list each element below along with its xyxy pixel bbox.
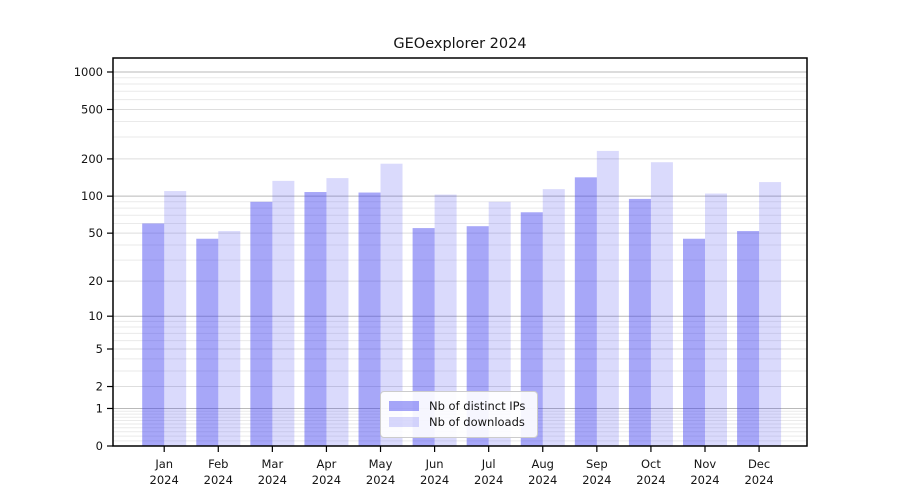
x-tick-year-label-may: 2024 <box>366 473 395 487</box>
bar-aug-distinct-ips <box>520 212 543 446</box>
bar-mar-distinct-ips <box>250 201 273 446</box>
legend-swatch-downloads <box>389 417 419 427</box>
legend-label-distinct-ips: Nb of distinct IPs <box>429 399 526 413</box>
x-tick-label-aug: Aug <box>532 457 554 471</box>
x-tick-year-label-jun: 2024 <box>420 473 449 487</box>
legend-swatch-distinct-ips <box>389 401 419 411</box>
x-tick-year-label-oct: 2024 <box>636 473 665 487</box>
bar-may-downloads <box>380 163 403 446</box>
plot-spines <box>112 57 808 447</box>
x-tick-year-label-jan: 2024 <box>150 473 179 487</box>
y-tick-label-100: 100 <box>81 189 103 203</box>
bar-sep-distinct-ips <box>574 177 597 447</box>
chart-title: GEOexplorer 2024 <box>393 36 527 52</box>
x-tick-label-apr: Apr <box>316 457 336 471</box>
bar-mar-downloads <box>272 180 295 446</box>
bar-aug-downloads <box>542 189 565 446</box>
x-tick-label-jan: Jan <box>154 457 173 471</box>
legend-item-downloads: Nb of downloads <box>389 415 525 429</box>
x-tick-year-label-aug: 2024 <box>528 473 557 487</box>
x-tick-label-nov: Nov <box>694 457 717 471</box>
bar-feb-distinct-ips <box>196 238 219 446</box>
y-tick-label-1000: 1000 <box>74 65 103 79</box>
bar-feb-downloads <box>218 231 241 446</box>
y-tick-label-50: 50 <box>88 226 103 240</box>
bar-dec-downloads <box>759 182 782 446</box>
x-tick-label-jun: Jun <box>425 457 444 471</box>
bar-nov-distinct-ips <box>683 238 705 446</box>
bar-sep-downloads <box>596 150 619 446</box>
legend: Nb of distinct IPs Nb of downloads <box>380 391 539 438</box>
y-tick-label-2: 2 <box>96 380 103 394</box>
bar-jan-downloads <box>164 191 187 446</box>
bar-may-distinct-ips <box>358 192 381 446</box>
y-tick-label-1: 1 <box>96 401 103 415</box>
bar-dec-distinct-ips <box>737 231 760 446</box>
y-tick-label-200: 200 <box>81 152 103 166</box>
x-tick-label-mar: Mar <box>262 457 284 471</box>
x-tick-label-feb: Feb <box>208 457 228 471</box>
bar-jun-downloads <box>434 194 457 446</box>
legend-label-downloads: Nb of downloads <box>429 415 525 429</box>
x-tick-label-may: May <box>369 457 393 471</box>
x-tick-label-sep: Sep <box>586 457 608 471</box>
x-tick-year-label-jul: 2024 <box>474 473 503 487</box>
legend-item-distinct-ips: Nb of distinct IPs <box>389 399 525 413</box>
bar-apr-downloads <box>326 178 349 446</box>
x-tick-label-dec: Dec <box>748 457 770 471</box>
x-tick-year-label-dec: 2024 <box>744 473 773 487</box>
x-tick-year-label-sep: 2024 <box>582 473 611 487</box>
y-tick-label-5: 5 <box>96 342 103 356</box>
bar-jul-downloads <box>488 201 511 446</box>
x-tick-year-label-nov: 2024 <box>690 473 719 487</box>
bar-nov-downloads <box>705 193 727 446</box>
y-tick-label-0: 0 <box>96 439 103 453</box>
x-tick-label-oct: Oct <box>641 457 661 471</box>
x-tick-year-label-feb: 2024 <box>204 473 233 487</box>
x-tick-label-jul: Jul <box>481 457 496 471</box>
bar-apr-distinct-ips <box>304 192 327 446</box>
x-tick-year-label-apr: 2024 <box>312 473 341 487</box>
bar-oct-distinct-ips <box>628 198 651 446</box>
bar-oct-downloads <box>650 162 673 447</box>
y-tick-label-10: 10 <box>88 309 103 323</box>
y-tick-label-20: 20 <box>88 274 103 288</box>
x-tick-year-label-mar: 2024 <box>258 473 287 487</box>
y-tick-label-500: 500 <box>81 102 103 116</box>
bar-jan-distinct-ips <box>142 223 165 446</box>
